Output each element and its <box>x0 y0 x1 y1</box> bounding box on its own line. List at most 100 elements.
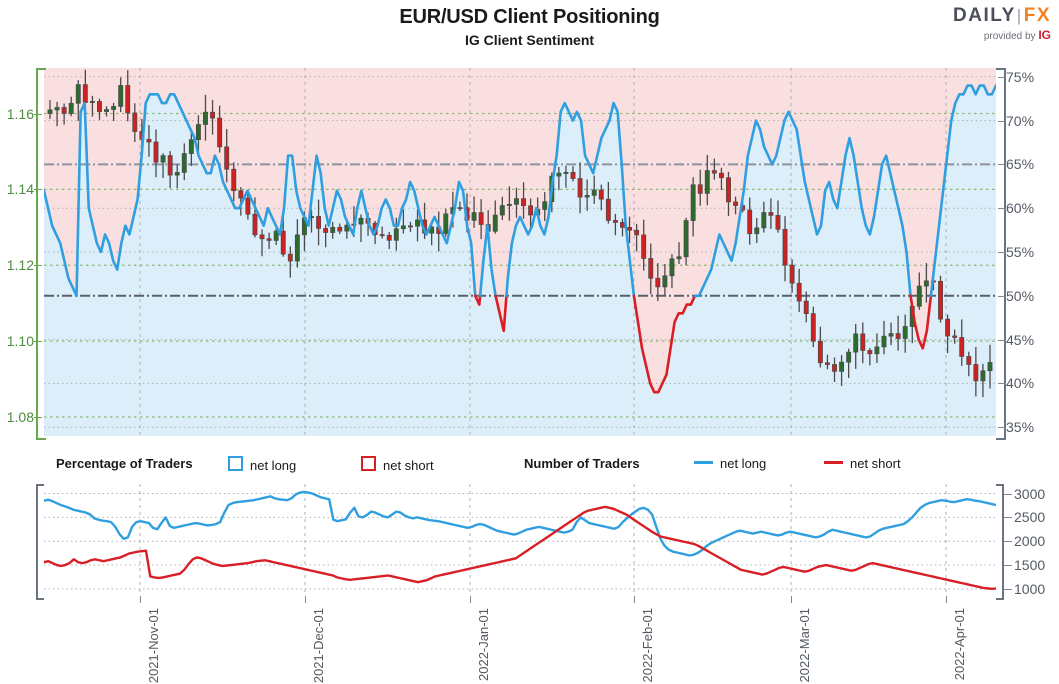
traders-tick-label: 2000 <box>1014 533 1046 550</box>
traders-tick-mark <box>1004 541 1012 543</box>
date-tick-mark <box>470 596 471 603</box>
candle-down <box>280 230 286 255</box>
candle-up <box>916 285 922 307</box>
candle-down <box>867 350 873 355</box>
candle-down <box>132 112 138 132</box>
price-tick-label: 1.16 <box>6 105 34 122</box>
percent-tick-label: 75% <box>1006 68 1035 85</box>
legend-entry-percent-net-long: net long <box>228 456 296 473</box>
candle-down <box>146 138 152 143</box>
date-tick-mark <box>634 596 635 603</box>
candle-down <box>252 213 258 236</box>
candle-down <box>817 340 823 364</box>
price-tick-label: 1.08 <box>6 409 34 426</box>
candle-down <box>612 220 618 223</box>
date-tick-label: 2022-Jan-01 <box>476 608 491 681</box>
candle-up <box>669 258 675 277</box>
candle-up <box>874 346 880 355</box>
candle-down <box>782 228 788 266</box>
traders-line-net-short <box>44 505 996 591</box>
percent-tick-mark <box>998 383 1006 385</box>
candle-down <box>224 146 230 170</box>
net-long-box-swatch-icon <box>228 456 243 471</box>
legend-entry-percent-net-short: net short <box>361 456 434 473</box>
percent-tick-mark <box>998 164 1006 166</box>
candle-up <box>881 335 887 348</box>
main-chart-svg <box>44 68 996 436</box>
candle-down <box>775 215 781 230</box>
traders-left-axis-bracket <box>36 484 44 600</box>
candle-down <box>478 212 484 225</box>
sentiment-line-net-long <box>693 110 912 298</box>
candle-down <box>634 229 640 236</box>
sentiment-line-net-short <box>473 294 482 306</box>
percent-tick-mark <box>998 427 1006 429</box>
candle-down <box>238 190 244 199</box>
candle-down <box>210 111 216 119</box>
candle-up <box>506 203 512 206</box>
price-tick-mark <box>34 417 42 419</box>
candle-down <box>217 117 223 148</box>
traders-line-net-long <box>44 490 996 557</box>
logo-daily-text: DAILY <box>953 5 1016 26</box>
legend-label-count-net-long: net long <box>720 456 767 471</box>
candle-up <box>273 230 279 241</box>
sentiment-line-net-long <box>44 92 477 298</box>
candle-down <box>97 101 102 112</box>
candle-down <box>620 222 625 228</box>
candle-down <box>718 172 724 179</box>
price-tick-mark <box>34 113 42 115</box>
candle-down <box>598 189 604 200</box>
candle-down <box>259 234 265 240</box>
percent-axis-ticks: 75% 70% 65% 60% 55% 50% 45% 40% 35% <box>998 68 1059 436</box>
candle-up <box>839 361 845 372</box>
date-tick-mark <box>791 596 792 603</box>
percent-tick-mark <box>998 76 1006 78</box>
candle-down <box>379 234 385 237</box>
candle-up <box>888 333 894 337</box>
candle-down <box>231 168 237 192</box>
candle-up <box>358 217 364 225</box>
legend-label-percent-net-long: net long <box>250 458 297 473</box>
legend-label-count-net-short: net short <box>850 456 901 471</box>
date-tick-label: 2022-Feb-01 <box>640 608 655 683</box>
candle-up <box>846 351 852 363</box>
candle-down <box>577 178 583 198</box>
traders-tick-label: 3000 <box>1014 485 1046 502</box>
percent-tick-mark <box>998 339 1006 341</box>
traders-right-axis-bracket <box>996 484 1004 600</box>
price-tick-mark <box>34 189 42 191</box>
candle-up <box>853 333 859 353</box>
candle-down <box>952 335 958 338</box>
candle-up <box>400 225 406 230</box>
sentiment-line-net-short <box>632 294 697 394</box>
candle-down <box>796 282 802 302</box>
candle-up <box>443 213 449 234</box>
date-tick-mark <box>946 596 947 603</box>
number-of-traders-chart <box>44 484 996 596</box>
percent-tick-label: 65% <box>1006 156 1035 173</box>
candle-up <box>160 155 166 163</box>
candle-up <box>542 201 548 210</box>
candle-down <box>287 253 293 262</box>
candle-up <box>676 256 682 260</box>
sentiment-price-chart <box>44 68 996 436</box>
dailyfx-logo: DAILY|FX provided by IG <box>911 6 1051 42</box>
candle-down <box>61 107 67 114</box>
candle-down <box>959 337 965 357</box>
candle-down <box>408 225 413 228</box>
candle-up <box>393 228 399 241</box>
candle-down <box>895 333 901 339</box>
candle-down <box>266 238 272 241</box>
candle-down <box>803 300 809 314</box>
date-tick-mark <box>140 596 141 603</box>
candle-down <box>945 318 951 337</box>
logo-fx-text: FX <box>1023 5 1051 26</box>
candle-up <box>294 234 300 262</box>
price-tick-mark <box>34 341 42 343</box>
percent-tick-label: 70% <box>1006 112 1035 129</box>
net-long-zone-fill <box>44 85 996 436</box>
candle-down <box>316 216 322 229</box>
candle-down <box>648 258 654 279</box>
date-tick-label: 2022-Mar-01 <box>797 608 812 683</box>
